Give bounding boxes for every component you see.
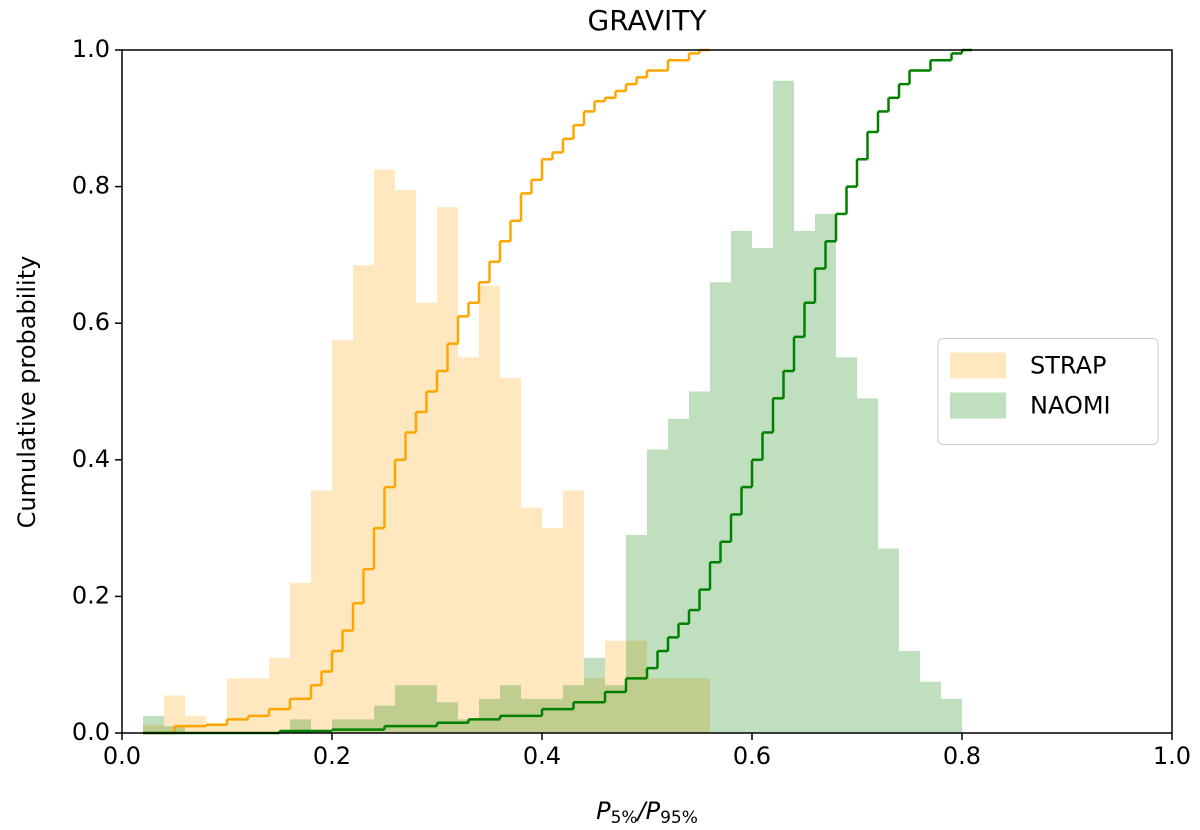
histogram-bar bbox=[500, 377, 521, 733]
legend-box bbox=[937, 338, 1159, 445]
histogram-bar bbox=[878, 548, 899, 733]
histogram-bar bbox=[794, 230, 815, 733]
legend-label: NAOMI bbox=[1030, 392, 1111, 420]
histogram-bar bbox=[479, 698, 500, 733]
histogram-bar bbox=[626, 640, 647, 733]
histogram-bar bbox=[332, 719, 353, 733]
x-tick-label: 0.4 bbox=[523, 742, 561, 770]
histogram-bar bbox=[479, 285, 500, 733]
legend-label: STRAP bbox=[1030, 352, 1107, 380]
y-tick-label: 0.2 bbox=[72, 581, 110, 609]
y-tick-label: 0.4 bbox=[72, 445, 110, 473]
histogram-bar bbox=[626, 534, 647, 733]
y-axis-label: Cumulative probability bbox=[13, 256, 41, 529]
histogram-bar bbox=[521, 507, 542, 733]
histogram-bar bbox=[143, 715, 164, 733]
histogram-bar bbox=[647, 449, 668, 733]
histogram-bar bbox=[920, 681, 941, 733]
histogram-bar bbox=[836, 357, 857, 733]
histogram-bar bbox=[374, 169, 395, 733]
y-tick-label: 0.8 bbox=[72, 172, 110, 200]
histogram-bar bbox=[668, 418, 689, 733]
x-label-sub: 5% bbox=[611, 808, 638, 828]
y-tick-label: 0.6 bbox=[72, 308, 110, 336]
histogram-bar bbox=[500, 685, 521, 733]
histogram-bar bbox=[206, 724, 227, 733]
histogram-bar bbox=[752, 248, 773, 733]
legend-swatch bbox=[950, 352, 1006, 379]
histogram-bar bbox=[731, 230, 752, 733]
histogram-bar bbox=[164, 695, 185, 733]
histogram-bar bbox=[689, 391, 710, 733]
histogram-bar bbox=[290, 719, 311, 733]
histogram-bar bbox=[353, 719, 374, 733]
x-label-part: P bbox=[596, 797, 611, 825]
x-tick-label: 1.0 bbox=[1153, 742, 1191, 770]
chart-title: GRAVITY bbox=[588, 4, 708, 37]
histogram-bar bbox=[311, 490, 332, 733]
histogram-bar bbox=[689, 678, 710, 733]
histogram-bar bbox=[437, 207, 458, 734]
histogram-bar bbox=[941, 698, 962, 733]
y-tick-label: 1.0 bbox=[72, 35, 110, 63]
histogram-bar bbox=[143, 724, 164, 733]
histogram-bar bbox=[185, 715, 206, 733]
histogram-bar bbox=[815, 213, 836, 734]
histogram-bar bbox=[710, 282, 731, 733]
x-label-sub: 95% bbox=[660, 808, 698, 828]
histogram-bar bbox=[899, 651, 920, 733]
histogram-bar bbox=[542, 528, 563, 733]
x-tick-label: 0.2 bbox=[313, 742, 351, 770]
x-label-part: /P bbox=[636, 797, 661, 825]
histogram-bar bbox=[437, 702, 458, 733]
histogram-bar bbox=[605, 685, 626, 733]
legend-swatch bbox=[950, 392, 1006, 419]
histogram-bar bbox=[269, 657, 290, 733]
x-tick-label: 0.0 bbox=[103, 742, 141, 770]
histogram-bar bbox=[332, 340, 353, 733]
histogram-bar bbox=[395, 190, 416, 733]
histogram-bar bbox=[584, 657, 605, 733]
histogram-bar bbox=[395, 685, 416, 733]
x-tick-label: 0.8 bbox=[943, 742, 981, 770]
histogram-bar bbox=[353, 265, 374, 733]
x-tick-label: 0.6 bbox=[733, 742, 771, 770]
histogram-bar bbox=[773, 80, 794, 734]
histogram-bar bbox=[584, 678, 605, 733]
histogram-bar bbox=[647, 678, 668, 733]
histogram-bar bbox=[248, 678, 269, 733]
histogram-bar bbox=[416, 302, 437, 733]
histogram-bar bbox=[668, 678, 689, 733]
histogram-bar bbox=[227, 678, 248, 733]
histogram-bar bbox=[857, 398, 878, 733]
histogram-bar bbox=[563, 490, 584, 733]
histogram-bar bbox=[416, 685, 437, 733]
histogram-bar bbox=[290, 582, 311, 733]
y-tick-label: 0.0 bbox=[72, 718, 110, 746]
plot-frame bbox=[121, 49, 1173, 734]
x-axis-label: P5%/P95% bbox=[596, 797, 698, 828]
histogram-bar bbox=[458, 357, 479, 733]
histogram-bar bbox=[605, 640, 626, 733]
histogram-bar bbox=[542, 698, 563, 733]
